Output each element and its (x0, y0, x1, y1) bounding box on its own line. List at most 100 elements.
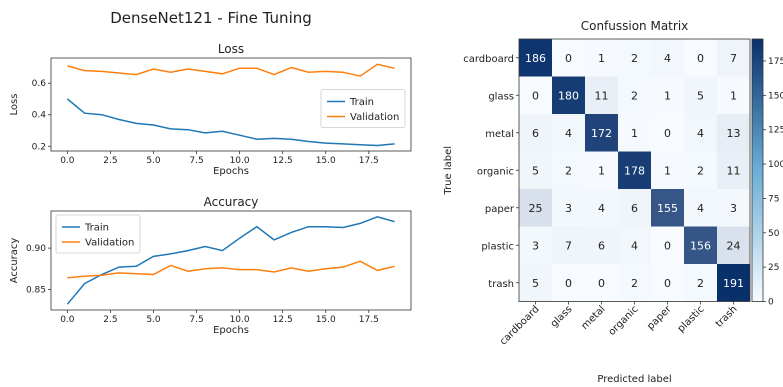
confusion-cell-value: 1 (598, 164, 605, 177)
loss-xtick-label: 2.5 (103, 156, 117, 166)
confusion-cell (519, 114, 552, 152)
confusion-cell (651, 151, 684, 189)
accuracy-legend-box (55, 214, 141, 254)
colorbar-tick-label: 125 (768, 126, 783, 136)
loss-series-train-line (66, 98, 395, 147)
loss-xtick-label: 10.0 (230, 156, 250, 166)
confusion-cell (552, 76, 585, 114)
confusion-col-label: trash (714, 304, 740, 330)
accuracy-xtick-label: 5.0 (146, 315, 161, 325)
confusion-cell (552, 114, 585, 152)
confusion-cell-value: 4 (631, 239, 638, 252)
confusion-cell (618, 226, 651, 264)
colorbar-tick-label: 150 (768, 91, 783, 101)
confusion-cell (717, 114, 750, 152)
confusion-cell (618, 114, 651, 152)
confusion-cell (717, 76, 750, 114)
colorbar-tick-label: 100 (768, 160, 783, 170)
accuracy-xtick-label: 2.5 (103, 315, 117, 325)
accuracy-series-train-line (66, 216, 395, 305)
confusion-cell-value: 4 (565, 127, 572, 140)
confusion-cell-value: 6 (532, 127, 539, 140)
confusion-cell (684, 264, 717, 302)
confusion-cell-value: 0 (565, 277, 572, 290)
confusion-cell-value: 25 (529, 202, 543, 215)
confusion-row-label: cardboard (463, 54, 514, 65)
confusion-cell-value: 0 (664, 239, 671, 252)
confusion-row-label: paper (485, 204, 515, 215)
confusion-cell (684, 39, 717, 77)
confusion-cell (684, 226, 717, 264)
confusion-row-label: organic (477, 166, 514, 177)
confusion-cell (618, 189, 651, 227)
loss-legend-label: Train (349, 97, 374, 108)
confusion-cell-value: 1 (598, 52, 605, 65)
colorbar-tick-label: 50 (768, 229, 780, 239)
accuracy-legend: Train Validation (55, 214, 141, 254)
accuracy-legend-label: Train (84, 223, 109, 234)
confusion-cell (519, 264, 552, 302)
confusion-cell-value: 5 (532, 277, 539, 290)
confusion-cell (651, 114, 684, 152)
confusion-col-label: glass (549, 304, 575, 330)
confusion-cell-value: 180 (558, 89, 579, 102)
confusion-cell-value: 0 (697, 52, 704, 65)
accuracy-ytick-label: 0.90 (26, 244, 46, 254)
loss-xtick-label: 17.5 (359, 156, 379, 166)
confusion-cell-value: 0 (565, 52, 572, 65)
confusion-cell (585, 76, 618, 114)
confusion-cell-value: 178 (624, 164, 645, 177)
confusion-cell-value: 1 (631, 127, 638, 140)
confusion-cell-value: 1 (664, 89, 671, 102)
confusion-cell-value: 1 (730, 89, 737, 102)
confusion-cell-value: 2 (697, 277, 704, 290)
confusion-cell-value: 0 (598, 277, 605, 290)
confusion-cell-value: 4 (697, 127, 704, 140)
confusion-cell-value: 5 (532, 164, 539, 177)
confusion-cell-value: 191 (723, 277, 744, 290)
confusion-col-label: plastic (676, 304, 707, 335)
confusion-col-label: metal (580, 304, 608, 332)
accuracy-series-validation-line (67, 260, 395, 279)
confusion-cell (618, 264, 651, 302)
accuracy-xlabel: Epochs (213, 325, 249, 336)
confusion-cell-value: 172 (591, 127, 612, 140)
confusion-cell-value: 4 (697, 202, 704, 215)
confusion-cell-value: 13 (727, 127, 741, 140)
confusion-cell-value: 155 (657, 202, 678, 215)
confusion-cell (651, 39, 684, 77)
confusion-cell (585, 264, 618, 302)
loss-legend-box (320, 89, 406, 128)
confusion-cell-value: 7 (565, 239, 572, 252)
confusion-cell-value: 11 (595, 89, 609, 102)
confusion-cell (552, 189, 585, 227)
confusion-row-label: plastic (481, 241, 514, 252)
confusion-cell (585, 114, 618, 152)
confusion-cell (684, 151, 717, 189)
confusion-cell-value: 7 (730, 52, 737, 65)
confusion-ylabel: True label (443, 146, 454, 196)
confusion-cell (585, 226, 618, 264)
loss-ytick-label: 0.2 (32, 142, 46, 152)
confusion-cell (519, 39, 552, 77)
confusion-xlabel: Predicted label (597, 374, 671, 385)
accuracy-xtick-label: 15.0 (316, 315, 336, 325)
confusion-cell (651, 76, 684, 114)
confusion-row-label: glass (488, 91, 514, 102)
loss-xtick-label: 7.5 (189, 156, 203, 166)
figure-title: DenseNet121 - Fine Tuning (110, 9, 312, 27)
confusion-cell (684, 189, 717, 227)
confusion-cell-value: 6 (598, 239, 605, 252)
confusion-cell-value: 3 (565, 202, 572, 215)
confusion-cell (717, 264, 750, 302)
confusion-cell-value: 6 (631, 202, 638, 215)
accuracy-legend-label: Validation (85, 238, 134, 249)
colorbar (751, 38, 764, 302)
confusion-cell-value: 1 (664, 164, 671, 177)
accuracy-xtick-label: 7.5 (189, 315, 203, 325)
colorbar-tick-label: 75 (768, 194, 779, 204)
loss-ytick-label: 0.6 (32, 79, 47, 89)
loss-series-validation-line (67, 63, 395, 77)
confusion-cell (552, 226, 585, 264)
